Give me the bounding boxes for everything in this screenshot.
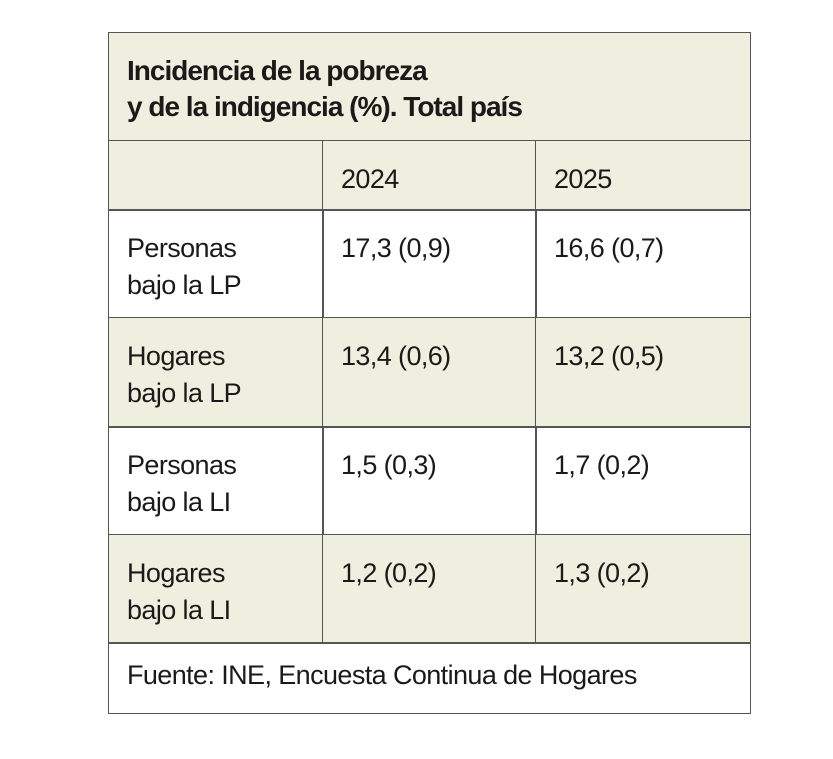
row-label: Personas xyxy=(127,233,237,263)
cell-value: 17,3 (0,9) xyxy=(341,233,451,263)
row-label: Personas xyxy=(127,450,237,480)
row-label: Hogares xyxy=(127,558,225,588)
header-text: 2025 xyxy=(554,164,612,194)
source-cell: Fuente: INE, Encuesta Continua de Hogare… xyxy=(108,642,751,714)
table-cell: 13,4 (0,6) xyxy=(322,317,537,428)
cell-value: 1,3 (0,2) xyxy=(554,558,650,588)
source-text: Fuente: INE, Encuesta Continua de Hogare… xyxy=(127,660,637,690)
table-cell: Hogares bajo la LP xyxy=(108,317,324,428)
cell-value: 1,7 (0,2) xyxy=(554,450,650,480)
row-label: bajo la LI xyxy=(127,595,231,625)
title-cell: Incidencia de la pobreza y de la indigenc… xyxy=(108,32,751,142)
table-cell: 1,2 (0,2) xyxy=(322,534,537,644)
table-cell: Hogares bajo la LI xyxy=(108,534,324,644)
header-text: 2024 xyxy=(341,164,399,194)
cell-value: 13,4 (0,6) xyxy=(341,341,451,371)
row-label: Hogares xyxy=(127,341,225,371)
row-label: bajo la LP xyxy=(127,270,242,300)
table-cell: 13,2 (0,5) xyxy=(535,317,751,428)
header-cell: 2025 xyxy=(535,140,751,211)
table-cell: 1,3 (0,2) xyxy=(535,534,751,644)
table-cell: 1,5 (0,3) xyxy=(322,426,537,536)
title-line: y de la indigencia (%). Total país xyxy=(127,91,523,122)
row-label: bajo la LP xyxy=(127,378,242,408)
row-label: bajo la LI xyxy=(127,487,231,517)
cell-value: 1,2 (0,2) xyxy=(341,558,437,588)
table-cell: Personas bajo la LI xyxy=(108,426,324,536)
table-cell: Personas bajo la LP xyxy=(108,209,324,319)
cell-value: 13,2 (0,5) xyxy=(554,341,664,371)
header-blank xyxy=(108,140,324,211)
table-cell: 17,3 (0,9) xyxy=(322,209,537,319)
title-line: Incidencia de la pobreza xyxy=(127,55,428,86)
table-cell: 16,6 (0,7) xyxy=(535,209,751,319)
table-cell: 1,7 (0,2) xyxy=(535,426,751,536)
header-cell: 2024 xyxy=(322,140,537,211)
cell-value: 16,6 (0,7) xyxy=(554,233,664,263)
cell-value: 1,5 (0,3) xyxy=(341,450,437,480)
